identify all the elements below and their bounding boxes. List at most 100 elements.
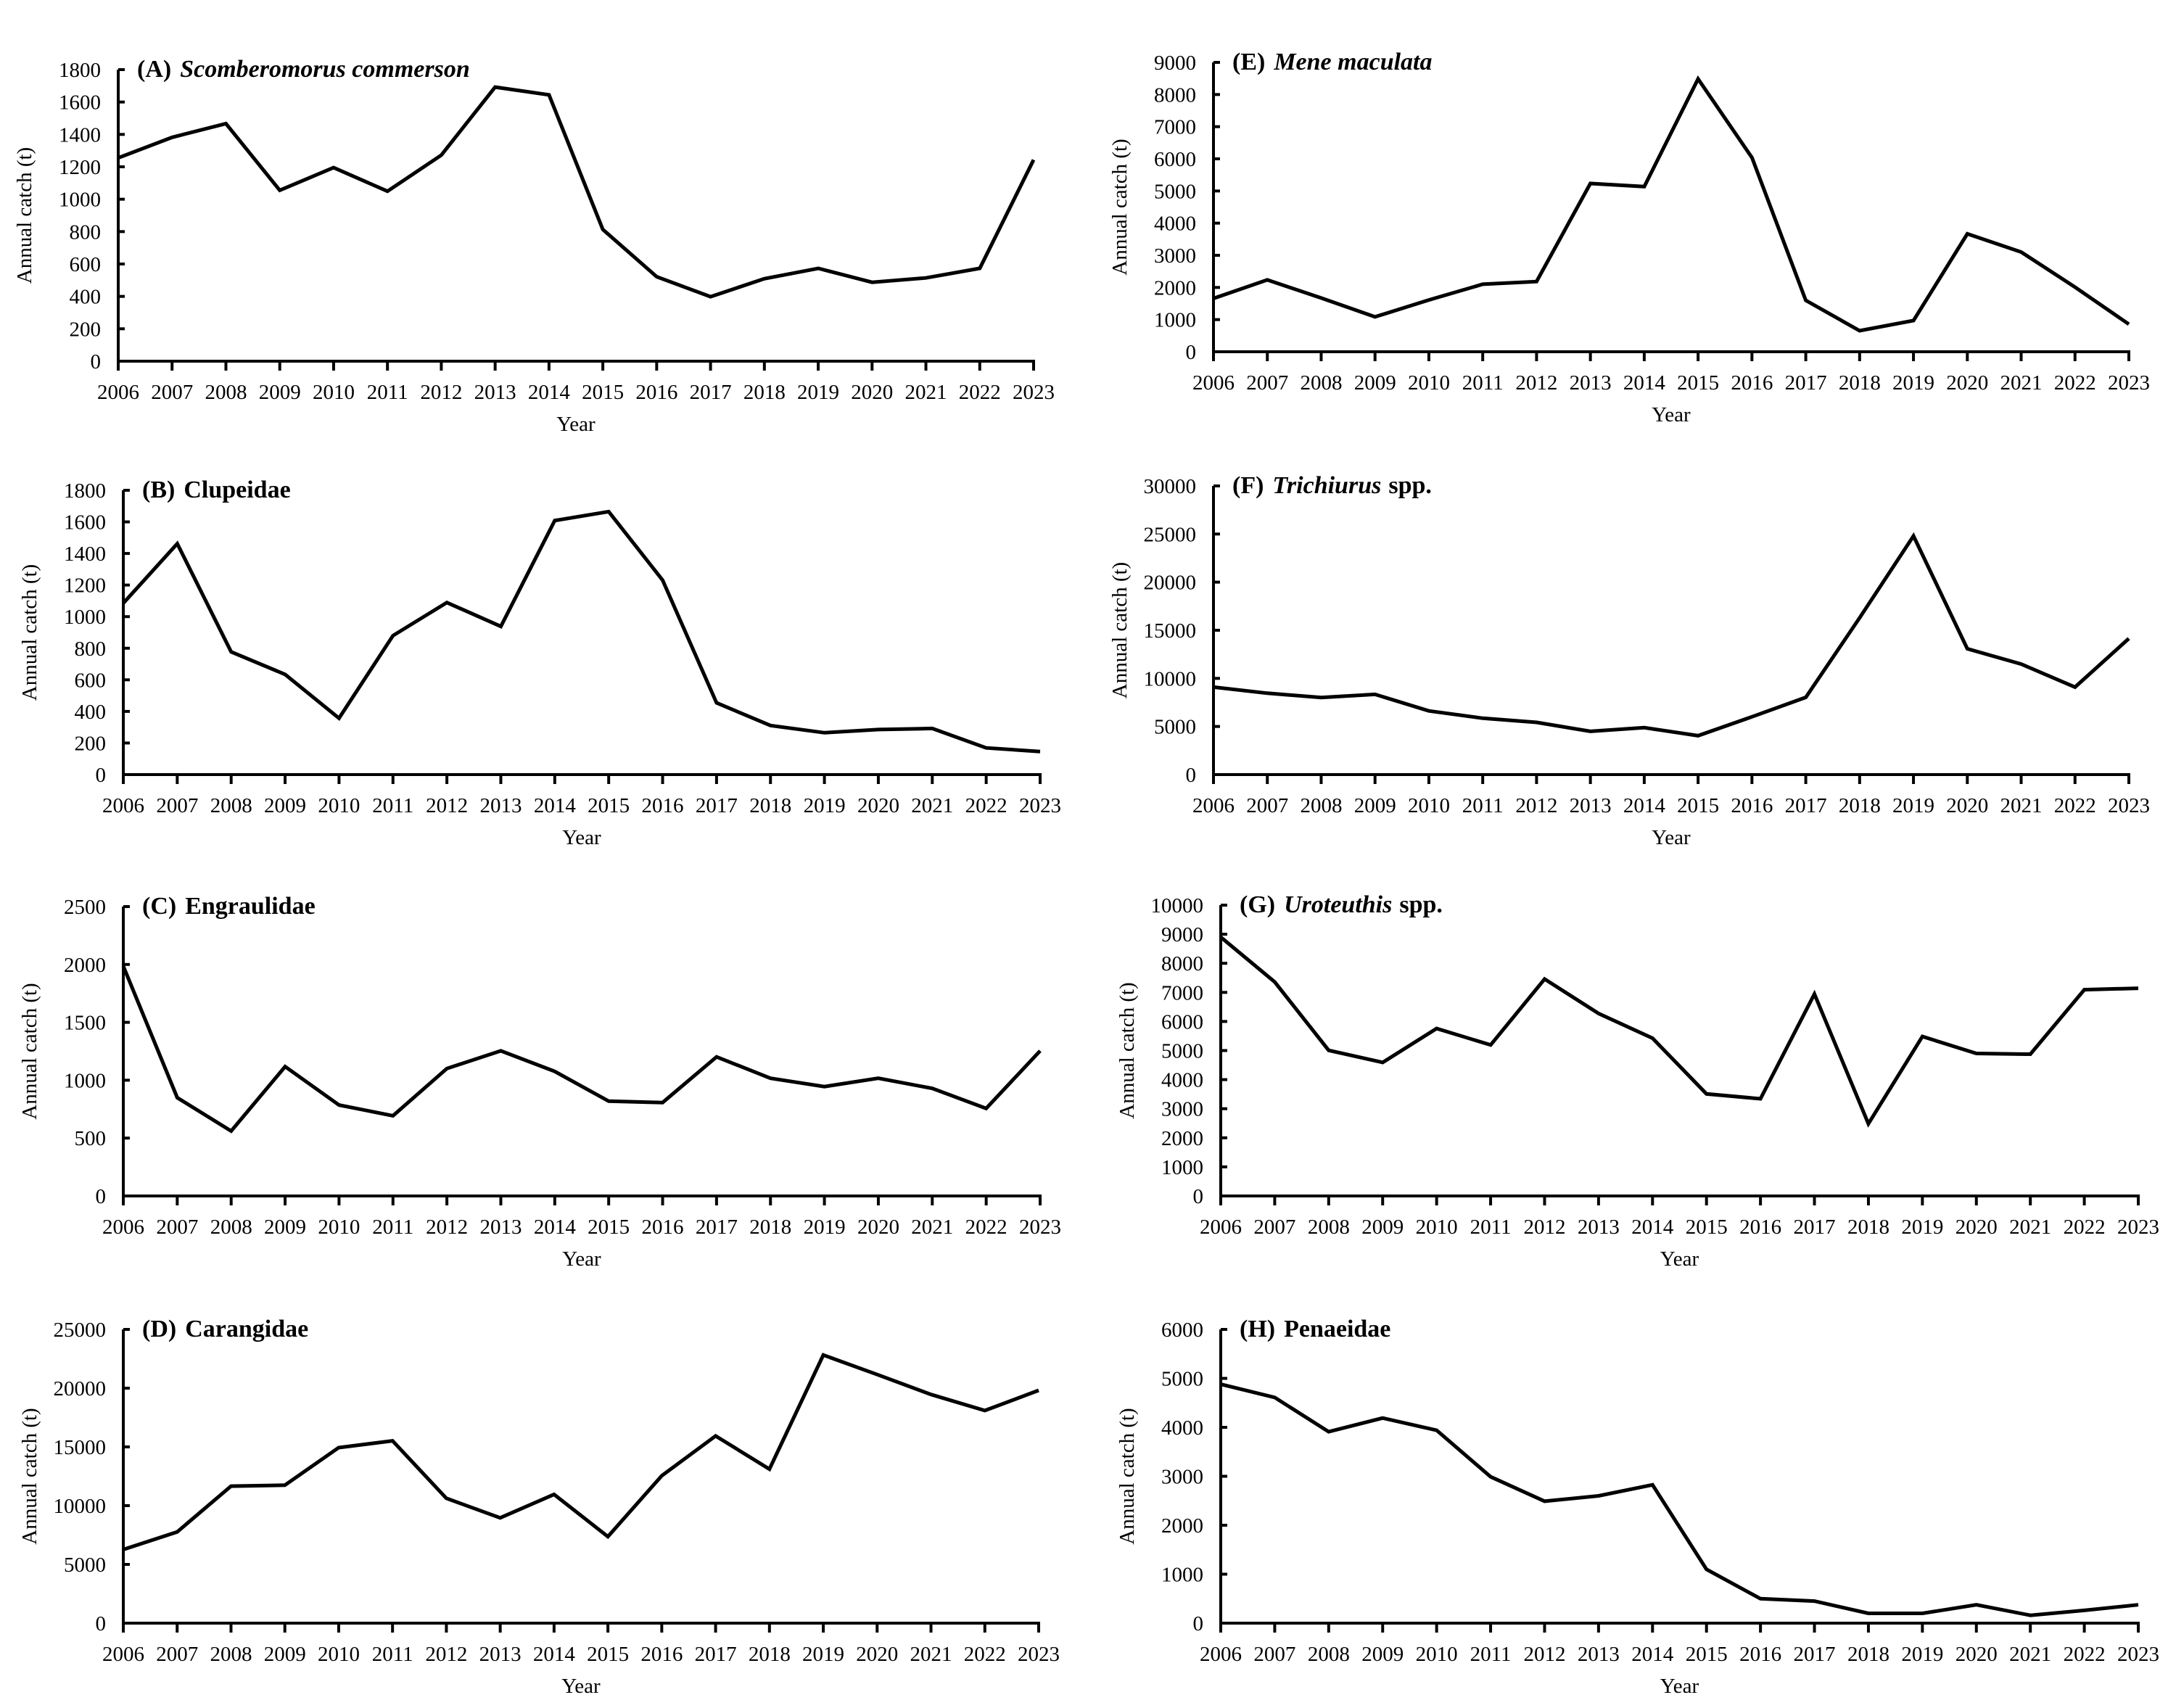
- x-tick-label: 2006: [1192, 794, 1235, 817]
- x-tick-label: 2014: [533, 1643, 576, 1666]
- x-tick-label: 2017: [695, 1643, 737, 1666]
- y-tick-label: 1400: [64, 542, 106, 566]
- x-tick-label: 2020: [1955, 1216, 1998, 1239]
- panel-g: 0 1000 2000 3000 4000 5000 6000 7000 8000 9000 100…: [1116, 891, 2159, 1271]
- x-tick-label: 2008: [1308, 1216, 1350, 1239]
- panel-letter: (H): [1240, 1316, 1275, 1342]
- series-line: [123, 1353, 1039, 1551]
- y-tick-label: 2000: [1161, 1514, 1203, 1538]
- y-tick-label: 200: [70, 318, 102, 341]
- x-tick-label: 2006: [102, 794, 144, 817]
- x-tick-label: 2015: [1677, 371, 1719, 395]
- y-tick-label: 2500: [64, 896, 106, 919]
- panel-title: (E) Mene maculata: [1232, 49, 1433, 75]
- x-tick-label: 2013: [479, 1216, 522, 1239]
- panel-taxon: Carangidae: [185, 1316, 308, 1342]
- x-axis-title: Year: [1652, 826, 1691, 849]
- y-tick-label: 6000: [1161, 1319, 1203, 1342]
- x-tick-label: 2007: [156, 1643, 198, 1666]
- x-tick-label: 2011: [367, 381, 408, 404]
- y-tick-label: 2000: [1161, 1127, 1203, 1150]
- panel-letter: (D): [142, 1316, 176, 1342]
- x-tick-label: 2019: [1892, 794, 1934, 817]
- x-tick-label: 2016: [642, 794, 684, 817]
- x-tick-label: 2021: [911, 794, 953, 817]
- panel-taxon: Penaeidae: [1284, 1316, 1390, 1342]
- y-tick-label: 20000: [54, 1377, 107, 1400]
- y-tick-label: 4000: [1154, 213, 1196, 236]
- x-tick-label: 2008: [1300, 371, 1342, 395]
- y-tick-label: 4000: [1161, 1416, 1203, 1440]
- x-tick-label: 2023: [2108, 794, 2150, 817]
- x-tick-label: 2018: [1847, 1643, 1889, 1666]
- x-tick-label: 2013: [1570, 371, 1612, 395]
- y-tick-label: 3000: [1154, 244, 1196, 268]
- y-tick-label: 1600: [59, 91, 101, 115]
- y-tick-label: 600: [70, 253, 102, 276]
- x-tick-label: 2019: [797, 381, 839, 404]
- y-tick-label: 1000: [1161, 1564, 1203, 1587]
- y-tick-label: 600: [75, 669, 107, 692]
- x-tick-label: 2006: [97, 381, 139, 404]
- x-tick-label: 2017: [1794, 1643, 1836, 1666]
- panel-f: 0 5000 10000 15000 20000 25000 30000 2006 2007 20…: [1108, 472, 2150, 849]
- y-tick-label: 200: [75, 732, 107, 755]
- x-tick-label: 2006: [1200, 1643, 1242, 1666]
- y-tick-label: 8000: [1161, 952, 1203, 975]
- x-tick-label: 2012: [1523, 1643, 1565, 1666]
- series-line: [122, 509, 1041, 754]
- y-tick-label: 8000: [1154, 83, 1196, 107]
- x-tick-label: 2015: [588, 1216, 630, 1239]
- x-tick-label: 2019: [1901, 1216, 1943, 1239]
- x-tick-label: 2007: [1253, 1216, 1295, 1239]
- x-tick-label: 2022: [2064, 1216, 2106, 1239]
- x-tick-label: 2013: [479, 794, 522, 817]
- x-tick-label: 2018: [1839, 794, 1881, 817]
- y-axis-title: Annual catch (t): [1116, 982, 1139, 1118]
- x-tick-label: 2014: [528, 381, 571, 404]
- x-tick-label: 2010: [318, 794, 360, 817]
- x-tick-label: 2016: [1731, 371, 1773, 395]
- y-tick-label: 0: [96, 1612, 107, 1635]
- y-tick-label: 0: [1193, 1612, 1204, 1635]
- panel-d: 0 5000 10000 15000 20000 25000 2006 2007 2008 200…: [18, 1316, 1060, 1698]
- x-tick-label: 2010: [1408, 371, 1450, 395]
- y-tick-label: 20000: [1144, 572, 1197, 595]
- x-tick-label: 2013: [479, 1643, 522, 1666]
- panel-title: (H) Penaeidae: [1240, 1316, 1390, 1342]
- x-tick-label: 2012: [426, 794, 468, 817]
- y-tick-label: 1000: [59, 189, 101, 212]
- y-tick-label: 25000: [54, 1319, 107, 1342]
- x-tick-label: 2012: [1515, 371, 1557, 395]
- x-tick-label: 2008: [1300, 794, 1342, 817]
- x-tick-label: 2010: [1416, 1643, 1458, 1666]
- x-tick-label: 2020: [857, 794, 899, 817]
- x-axis-title: Year: [562, 826, 601, 849]
- y-tick-label: 3000: [1161, 1098, 1203, 1121]
- x-tick-label: 2015: [582, 381, 624, 404]
- x-tick-label: 2021: [2009, 1643, 2051, 1666]
- series-line: [1219, 936, 2139, 1128]
- y-tick-label: 1400: [59, 123, 101, 147]
- y-tick-label: 25000: [1144, 523, 1197, 546]
- y-tick-label: 1600: [64, 511, 106, 535]
- x-tick-label: 2020: [1946, 371, 1988, 395]
- x-axis-title: Year: [556, 413, 595, 436]
- panel-letter: (A): [137, 56, 171, 83]
- y-axis-title: Annual catch (t): [1108, 139, 1132, 275]
- panel-taxon: Engraulidae: [185, 893, 315, 920]
- x-tick-label: 2022: [2054, 794, 2096, 817]
- x-tick-label: 2019: [1892, 371, 1934, 395]
- x-tick-label: 2017: [1785, 371, 1827, 395]
- y-tick-label: 15000: [1144, 619, 1197, 643]
- panel-taxon: Scomberomorus commerson: [180, 56, 470, 83]
- x-tick-label: 2020: [857, 1216, 899, 1239]
- y-tick-label: 400: [75, 701, 107, 724]
- x-tick-label: 2014: [1623, 371, 1666, 395]
- x-tick-label: 2018: [749, 1216, 791, 1239]
- x-tick-label: 2015: [1686, 1643, 1728, 1666]
- x-tick-label: 2006: [1192, 371, 1235, 395]
- y-axis-title: Annual catch (t): [1116, 1408, 1139, 1544]
- panel-title: (G) Uroteuthis spp.: [1240, 891, 1443, 918]
